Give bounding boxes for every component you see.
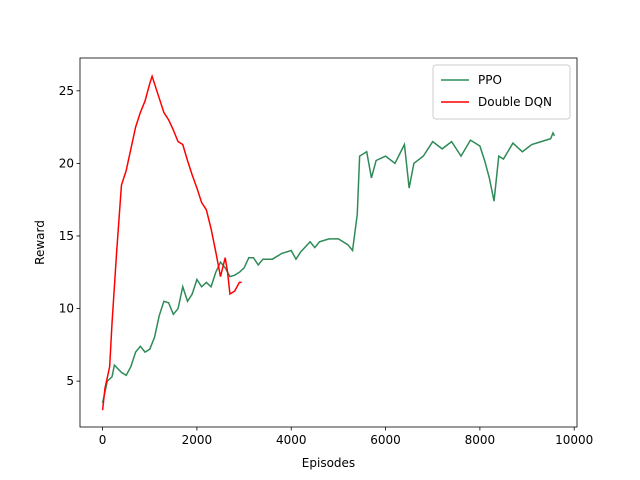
y-tick-label: 15 <box>59 229 74 243</box>
x-axis-label: Episodes <box>302 456 355 470</box>
x-tick-label: 2000 <box>182 433 213 447</box>
y-tick-label: 5 <box>66 374 74 388</box>
y-tick-label: 20 <box>59 156 74 170</box>
legend-label: PPO <box>478 73 502 87</box>
x-tick-label: 6000 <box>370 433 401 447</box>
x-tick-label: 10000 <box>555 433 593 447</box>
legend-label: Double DQN <box>478 95 552 109</box>
line <box>101 131 556 404</box>
x-tick-label: 4000 <box>276 433 307 447</box>
y-tick-label: 10 <box>59 302 74 316</box>
x-tick-label: 0 <box>99 433 107 447</box>
legend-box <box>432 64 571 120</box>
line <box>101 73 242 411</box>
x-tick-label: 8000 <box>465 433 496 447</box>
y-tick-label: 25 <box>59 84 74 98</box>
y-axis-label: Reward <box>33 220 47 265</box>
plot-frame <box>79 57 578 428</box>
